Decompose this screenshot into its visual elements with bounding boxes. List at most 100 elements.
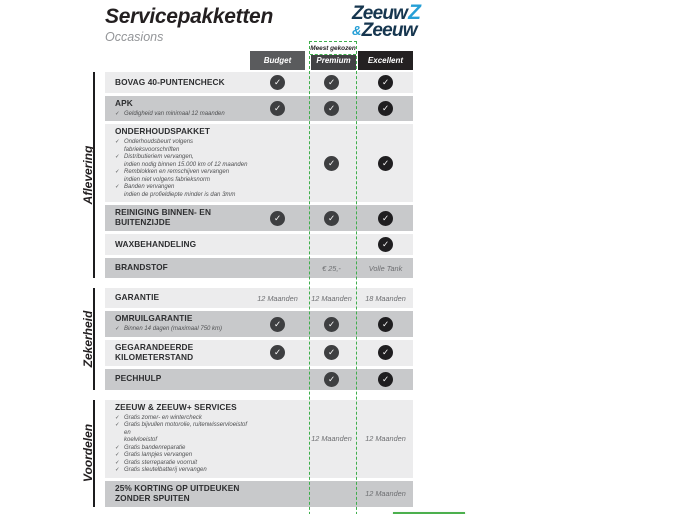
detail-text: Gratis bijvullen motorolie, ruitenwisser… bbox=[124, 422, 248, 436]
detail-text: indien de profieldiepte minder is dan 3m… bbox=[124, 191, 236, 198]
cell: 12 Maanden bbox=[358, 434, 413, 443]
logo-line-2: & Zeeuw bbox=[352, 21, 420, 40]
row-details: ✓ Onderhoudsbeurt volgens fabrieksvoorsch… bbox=[115, 139, 248, 199]
check-icon: ✓ bbox=[324, 155, 339, 171]
row-detail: ✓ Gratis sleutelbatterij vervangen bbox=[115, 467, 248, 475]
detail-text: Remblokken en remschijven vervangen bbox=[124, 169, 230, 176]
row-label: WAXBEHANDELING bbox=[105, 238, 250, 250]
row-title: ZEEUW & ZEEUW+ SERVICES bbox=[115, 401, 237, 412]
cell: ✓ bbox=[358, 316, 413, 332]
section-label: Zekerheid bbox=[81, 310, 95, 368]
cell: 12 Maanden bbox=[358, 489, 413, 498]
row-detail: ✓ Gratis zomer- en wintercheck bbox=[115, 415, 248, 423]
row-detail: ✓ Binnen 14 dagen (maximaal 750 km) bbox=[115, 326, 248, 334]
row-label: PECHHULP bbox=[105, 373, 250, 384]
column-header-excellent: Excellent bbox=[358, 51, 413, 70]
check-icon: ✓ bbox=[324, 75, 339, 90]
cell: ✓ bbox=[358, 75, 413, 90]
row-title: OMRUILGARANTIE bbox=[115, 313, 193, 324]
cell: Volle Tank bbox=[358, 264, 413, 273]
check-icon: ✓ bbox=[378, 75, 393, 90]
check-icon: ✓ bbox=[270, 101, 285, 117]
detail-text: Banden vervangen bbox=[124, 184, 175, 191]
check-icon: ✓ bbox=[378, 345, 393, 361]
row-detail: ✓ Gratis bijvullen motorolie, ruitenwisse… bbox=[115, 422, 248, 437]
check-mark: ✓ bbox=[115, 459, 120, 466]
detail-text: indien niet volgens fabrieksnorm bbox=[124, 176, 211, 183]
check-mark: ✓ bbox=[115, 184, 120, 191]
row-title: BRANDSTOF bbox=[115, 262, 168, 273]
cell-value: 12 Maanden bbox=[311, 434, 352, 444]
detail-text: koelvloeistof bbox=[124, 437, 158, 444]
check-icon: ✓ bbox=[378, 371, 393, 387]
detail-text: Distributieriem vervangen, bbox=[124, 154, 194, 161]
table-row: WAXBEHANDELING ✓ bbox=[105, 234, 413, 256]
table-row: PECHHULP ✓ ✓ bbox=[105, 368, 413, 390]
cell: ✓ bbox=[305, 371, 358, 387]
row-title: APK bbox=[115, 98, 133, 108]
cell-value: Volle Tank bbox=[368, 263, 403, 273]
row-title: REINIGING BINNEN- EN BUITENZIJDE bbox=[115, 207, 212, 228]
row-label: GEGARANDEERDE KILOMETERSTAND bbox=[105, 342, 250, 363]
check-icon: ✓ bbox=[270, 75, 285, 90]
logo-line-1: Zeeuw Z bbox=[352, 2, 421, 23]
row-label: GARANTIE bbox=[105, 292, 250, 303]
logo-name-2: Zeeuw bbox=[361, 20, 418, 41]
table-row: APK ✓ Geldigheid van minimaal 12 maanden ✓ ✓… bbox=[105, 96, 413, 122]
table-row: GEGARANDEERDE KILOMETERSTAND ✓ ✓ ✓ bbox=[105, 339, 413, 366]
row-label: APK ✓ Geldigheid van minimaal 12 maanden bbox=[105, 98, 250, 119]
check-icon: ✓ bbox=[378, 237, 393, 253]
cell: 18 Maanden bbox=[358, 294, 413, 303]
cell-value: 12 Maanden bbox=[311, 293, 352, 303]
row-detail: koelvloeistof bbox=[115, 437, 248, 445]
check-icon: ✓ bbox=[324, 345, 339, 361]
cell: ✓ bbox=[305, 75, 358, 90]
comparison-table: Budget Premium Excellent Aflevering BOVAG… bbox=[81, 41, 465, 514]
detail-text: indien nodig binnen 15.000 km of 12 maan… bbox=[124, 161, 248, 168]
page-title: Servicepakketten bbox=[105, 5, 273, 28]
check-mark: ✓ bbox=[115, 467, 120, 474]
cell: ✓ bbox=[250, 345, 305, 361]
row-detail: indien niet volgens fabrieksnorm bbox=[115, 177, 248, 185]
cell: ✓ bbox=[305, 101, 358, 117]
cell: ✓ bbox=[358, 237, 413, 253]
cell-value: 12 Maanden bbox=[257, 293, 298, 303]
check-icon: ✓ bbox=[324, 101, 339, 117]
check-mark: ✓ bbox=[115, 452, 120, 459]
row-title: 25% KORTING OP UITDEUKEN ZONDER SPUITEN bbox=[115, 482, 240, 503]
detail-text: Gratis sleutelbatterij vervangen bbox=[124, 467, 207, 474]
table-row: GARANTIE 12 Maanden 12 Maanden 18 Maanden bbox=[105, 288, 413, 309]
check-mark: ✓ bbox=[115, 414, 120, 421]
check-icon: ✓ bbox=[378, 316, 393, 332]
row-label: REINIGING BINNEN- EN BUITENZIJDE bbox=[105, 207, 250, 228]
check-icon: ✓ bbox=[378, 101, 393, 117]
check-icon: ✓ bbox=[270, 316, 285, 332]
column-header-budget: Budget bbox=[250, 51, 305, 70]
sections-container: Aflevering BOVAG 40-PUNTENCHECK ✓ ✓ ✓ APK ✓ Gel… bbox=[81, 72, 465, 514]
row-detail: ✓ Geldigheid van minimaal 12 maanden bbox=[115, 111, 248, 119]
table-row: 25% KORTING OP UITDEUKEN ZONDER SPUITEN 1… bbox=[105, 480, 413, 507]
cell: ✓ bbox=[305, 155, 358, 171]
row-label: BRANDSTOF bbox=[105, 262, 250, 273]
check-mark: ✓ bbox=[115, 326, 120, 333]
detail-text: Gratis sterreparatie voorruit bbox=[124, 459, 198, 466]
row-title: WAXBEHANDELING bbox=[115, 238, 197, 249]
cell: ✓ bbox=[250, 210, 305, 226]
row-details: ✓ Gratis zomer- en wintercheck ✓ Gratis bij… bbox=[115, 415, 248, 475]
section-label: Aflevering bbox=[81, 145, 95, 205]
row-detail: ✓ Onderhoudsbeurt volgens fabrieksvoorsch… bbox=[115, 139, 248, 154]
column-header-spacer bbox=[105, 51, 250, 70]
row-detail: indien nodig binnen 15.000 km of 12 maan… bbox=[115, 162, 248, 170]
cell: ✓ bbox=[305, 345, 358, 361]
cell: ✓ bbox=[250, 316, 305, 332]
cell: ✓ bbox=[358, 345, 413, 361]
row-detail: ✓ Distributieriem vervangen, bbox=[115, 154, 248, 162]
row-title: BOVAG 40-PUNTENCHECK bbox=[115, 76, 225, 87]
section-aflevering: Aflevering BOVAG 40-PUNTENCHECK ✓ ✓ ✓ APK ✓ Gel… bbox=[81, 72, 413, 279]
section-label: Voordelen bbox=[81, 423, 95, 483]
check-mark: ✓ bbox=[115, 444, 120, 451]
cell: ✓ bbox=[250, 75, 305, 90]
row-label: ZEEUW & ZEEUW+ SERVICES ✓ Gratis zomer- en… bbox=[105, 401, 250, 475]
row-label: BOVAG 40-PUNTENCHECK bbox=[105, 76, 250, 88]
row-detail: ✓ Banden vervangen bbox=[115, 184, 248, 192]
